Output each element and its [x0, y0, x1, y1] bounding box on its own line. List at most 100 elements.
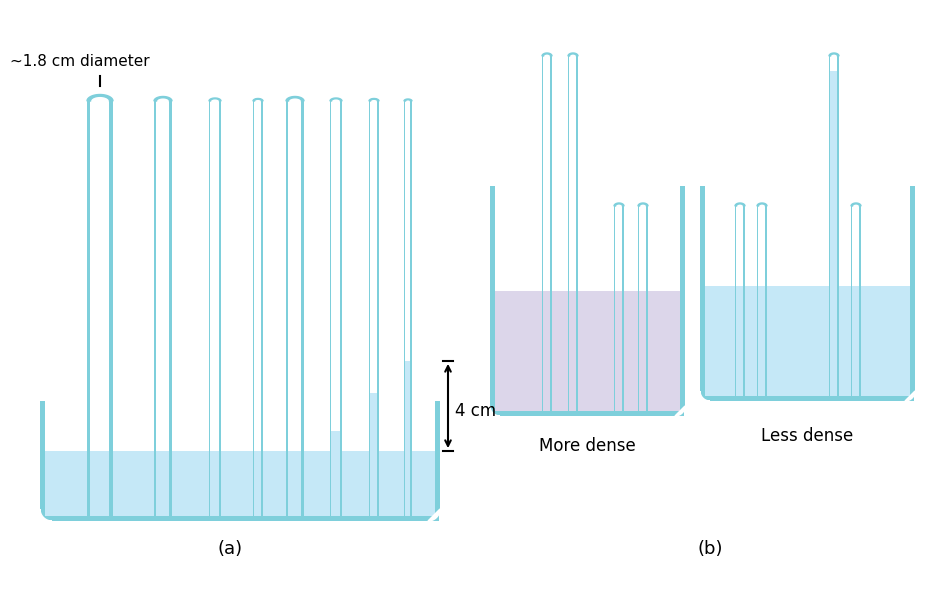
Bar	[370, 393, 378, 516]
Text: More dense: More dense	[539, 437, 636, 455]
Polygon shape	[851, 203, 861, 206]
Bar	[405, 361, 411, 451]
Bar	[735, 206, 736, 396]
Polygon shape	[542, 53, 552, 56]
Bar	[40, 401, 45, 521]
Bar	[860, 206, 861, 396]
Bar	[404, 101, 405, 451]
Bar	[638, 206, 640, 411]
Bar	[616, 291, 623, 411]
Bar	[490, 411, 685, 416]
Bar	[253, 101, 254, 516]
Bar	[910, 186, 915, 401]
Text: (a): (a)	[217, 540, 243, 558]
Bar	[378, 101, 379, 451]
Bar	[262, 101, 263, 516]
Bar	[646, 206, 648, 411]
Polygon shape	[905, 391, 915, 401]
Bar	[743, 206, 745, 396]
Bar	[90, 451, 109, 516]
Bar	[852, 286, 860, 396]
Bar	[341, 101, 342, 451]
Bar	[370, 393, 378, 451]
Text: Less dense: Less dense	[761, 427, 853, 445]
Bar	[851, 206, 852, 396]
Bar	[211, 451, 219, 516]
Bar	[495, 291, 680, 411]
Polygon shape	[490, 406, 500, 416]
Bar	[369, 101, 370, 516]
Bar	[411, 101, 412, 451]
Bar	[253, 101, 254, 451]
Bar	[542, 56, 544, 411]
Bar	[766, 206, 767, 396]
Polygon shape	[614, 203, 624, 206]
Bar	[170, 101, 172, 516]
Bar	[288, 451, 302, 516]
Bar	[830, 71, 838, 286]
Polygon shape	[675, 406, 685, 416]
Bar	[262, 101, 263, 451]
Bar	[87, 101, 90, 451]
Bar	[700, 186, 705, 401]
Polygon shape	[735, 203, 745, 206]
Text: 4 cm: 4 cm	[455, 402, 496, 420]
Bar	[758, 286, 766, 396]
Bar	[369, 101, 370, 451]
Polygon shape	[87, 95, 113, 101]
Bar	[576, 56, 578, 411]
Text: ~1.8 cm diameter: ~1.8 cm diameter	[10, 54, 150, 69]
Polygon shape	[568, 53, 578, 56]
Bar	[700, 396, 915, 401]
Bar	[154, 101, 157, 516]
Bar	[550, 56, 552, 411]
Bar	[331, 431, 341, 451]
Polygon shape	[330, 98, 342, 101]
Bar	[45, 451, 435, 516]
Bar	[757, 206, 758, 396]
Polygon shape	[829, 53, 839, 56]
Bar	[209, 101, 211, 451]
Bar	[435, 401, 440, 521]
Polygon shape	[40, 509, 52, 521]
Bar	[405, 361, 411, 516]
Bar	[154, 101, 157, 451]
Bar	[490, 186, 495, 416]
Polygon shape	[404, 99, 412, 101]
Bar	[157, 451, 170, 516]
Bar	[331, 431, 341, 516]
Bar	[568, 56, 569, 411]
Bar	[109, 101, 113, 451]
Bar	[838, 56, 839, 396]
Bar	[829, 56, 830, 396]
Polygon shape	[154, 97, 172, 101]
Bar	[286, 101, 288, 516]
Bar	[830, 286, 838, 396]
Bar	[170, 101, 172, 451]
Bar	[569, 291, 576, 411]
Polygon shape	[757, 203, 767, 206]
Bar	[544, 291, 550, 411]
Polygon shape	[253, 98, 263, 101]
Bar	[286, 101, 288, 451]
Bar	[302, 101, 304, 451]
Bar	[705, 286, 910, 396]
Bar	[330, 101, 331, 516]
Bar	[109, 101, 113, 516]
Polygon shape	[209, 98, 221, 101]
Bar	[219, 101, 221, 451]
Bar	[254, 451, 262, 516]
Bar	[736, 286, 743, 396]
Bar	[680, 186, 685, 416]
Bar	[378, 101, 379, 516]
Bar	[219, 101, 221, 516]
Polygon shape	[286, 97, 304, 101]
Polygon shape	[428, 509, 440, 521]
Bar	[614, 206, 616, 411]
Bar	[341, 101, 342, 516]
Bar	[330, 101, 331, 451]
Bar	[40, 516, 440, 521]
Polygon shape	[638, 203, 648, 206]
Text: (b): (b)	[698, 540, 723, 558]
Bar	[209, 101, 211, 516]
